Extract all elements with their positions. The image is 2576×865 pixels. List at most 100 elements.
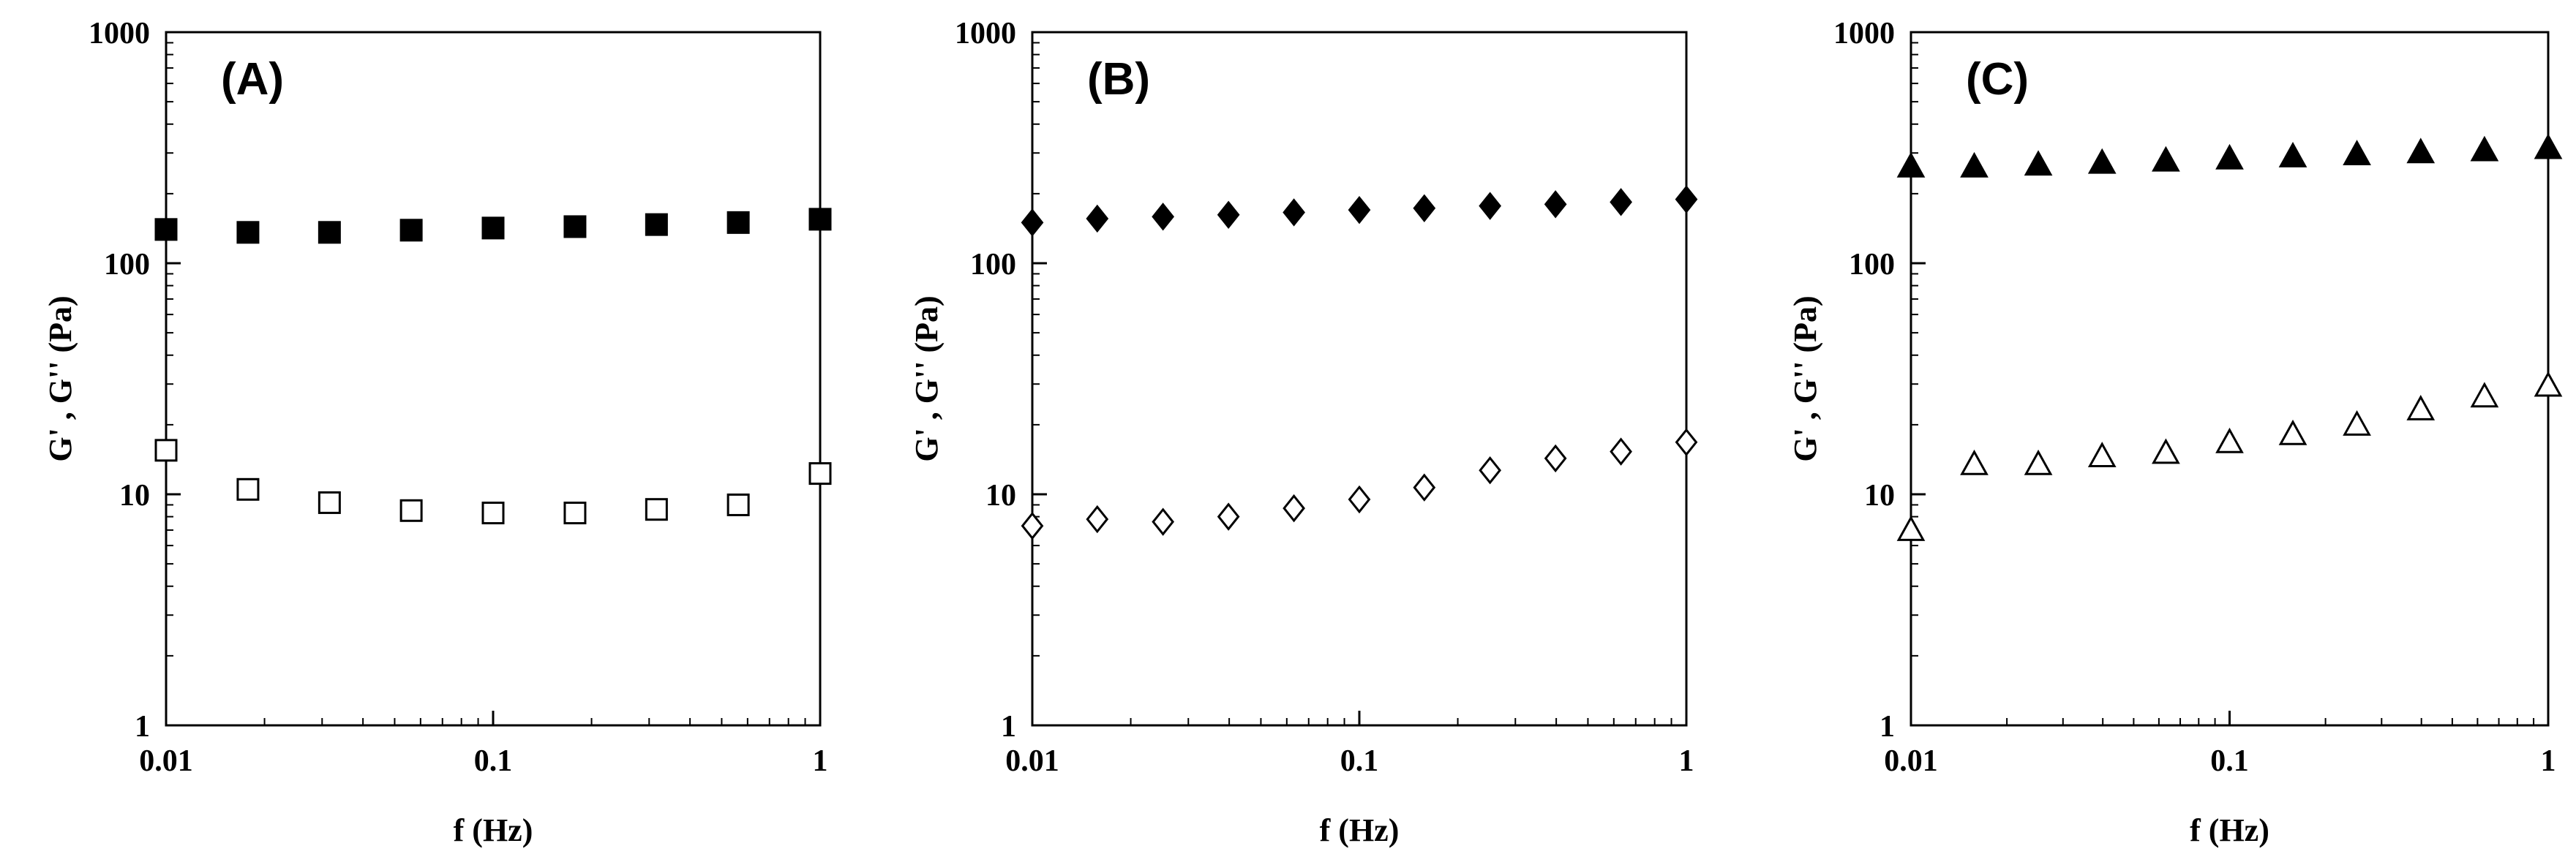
data-point (1152, 203, 1175, 231)
y-tick-label: 1 (135, 710, 150, 744)
data-point (154, 218, 178, 241)
data-point (563, 502, 587, 525)
data-point (2152, 438, 2180, 464)
data-point (481, 216, 505, 240)
data-point (2152, 146, 2180, 172)
data-series-loss-modulus (154, 439, 832, 525)
data-point (726, 211, 750, 234)
panel-label: (A) (221, 54, 284, 105)
x-axis-label: f (Hz) (1320, 812, 1400, 848)
data-point (2087, 148, 2117, 174)
y-axis-label: G' , G'' (Pa) (1787, 295, 1823, 461)
data-point (2406, 137, 2436, 164)
data-series-storage-modulus (154, 208, 832, 244)
data-point (1610, 188, 1632, 216)
data-point (808, 462, 832, 486)
panel-label: (C) (1966, 54, 2029, 105)
y-tick-label: 100 (970, 248, 1016, 282)
data-point (645, 498, 668, 521)
data-point (726, 493, 750, 516)
x-tick-label: 1 (1679, 744, 1694, 778)
plot-frame (1031, 31, 1688, 727)
data-point (2087, 442, 2117, 468)
data-point (1348, 485, 1371, 514)
data-point (2470, 135, 2499, 162)
data-point (808, 208, 832, 231)
chart-panel-c: 0.01 0.1 1 1 10 100 1000 f (Hz) G' , G'' (Pa) (C) (1787, 17, 2563, 848)
data-point (399, 219, 423, 242)
data-point (1086, 505, 1109, 534)
y-tick-label: 1000 (1833, 17, 1895, 50)
plot-frame (165, 31, 822, 727)
data-point (2024, 449, 2053, 475)
data-point (481, 502, 505, 525)
y-tick-label: 1000 (89, 17, 150, 50)
data-point (399, 499, 423, 522)
data-point (2534, 133, 2563, 159)
data-point (2024, 150, 2053, 176)
data-point (2470, 382, 2499, 408)
data-series-storage-modulus (1021, 185, 1698, 237)
data-point (2406, 395, 2436, 420)
data-point (2534, 371, 2563, 397)
data-point (2343, 409, 2371, 436)
data-series-loss-modulus (1896, 371, 2563, 541)
y-tick-label: 100 (1849, 248, 1895, 282)
data-point (1348, 195, 1371, 224)
data-point (1675, 185, 1698, 214)
data-point (1413, 473, 1436, 502)
x-tick-label: 1 (2541, 744, 2556, 778)
data-point (318, 491, 341, 514)
x-tick-label: 0.01 (1005, 744, 1059, 778)
data-point (1896, 151, 1926, 178)
y-tick-label: 1 (1880, 710, 1895, 744)
data-point (1283, 494, 1305, 523)
data-point (1960, 449, 1989, 475)
data-point (563, 215, 587, 238)
data-point (2343, 140, 2371, 166)
y-tick-label: 100 (104, 248, 150, 282)
data-series-storage-modulus (1896, 133, 2563, 178)
data-point (236, 477, 260, 501)
data-point (2278, 141, 2307, 167)
data-point (1544, 190, 1567, 219)
data-point (2215, 143, 2244, 170)
y-tick-label: 1000 (955, 17, 1016, 50)
x-axis-label: f (Hz) (2190, 812, 2269, 848)
x-tick-label: 0.01 (1884, 744, 1938, 778)
data-point (645, 213, 668, 236)
data-point (154, 439, 178, 462)
y-tick-label: 10 (1864, 479, 1895, 513)
x-tick-label: 1 (813, 744, 828, 778)
y-axis-label: G' , G'' (Pa) (909, 295, 945, 461)
y-tick-label: 1 (1001, 710, 1016, 744)
data-point (1610, 437, 1632, 466)
data-point (1479, 192, 1502, 220)
y-tick-label: 10 (985, 479, 1016, 513)
x-tick-label: 0.01 (139, 744, 193, 778)
data-point (1960, 151, 1989, 178)
data-point (1896, 515, 1926, 541)
data-point (1544, 444, 1567, 473)
data-point (1021, 208, 1044, 237)
data-point (1675, 428, 1698, 457)
panel-label: (B) (1087, 54, 1150, 105)
x-axis-label: f (Hz) (454, 812, 533, 848)
data-point (1283, 198, 1305, 227)
y-axis-label: G' , G'' (Pa) (42, 295, 78, 461)
plot-frame (1910, 31, 2550, 727)
data-point (2215, 427, 2244, 453)
data-point (1086, 204, 1109, 233)
x-tick-label: 0.1 (2210, 744, 2249, 778)
data-point (1413, 194, 1436, 222)
data-point (1217, 200, 1240, 229)
chart-panel-b: 0.01 0.1 1 1 10 100 1000 f (Hz) G' , G'' (Pa) (B) (909, 17, 1698, 848)
data-point (236, 221, 260, 244)
x-tick-label: 0.1 (1340, 744, 1379, 778)
data-point (1021, 511, 1044, 540)
data-series-loss-modulus (1021, 428, 1698, 540)
data-point (1479, 456, 1502, 485)
y-tick-label: 10 (119, 479, 150, 513)
data-point (1152, 507, 1175, 536)
